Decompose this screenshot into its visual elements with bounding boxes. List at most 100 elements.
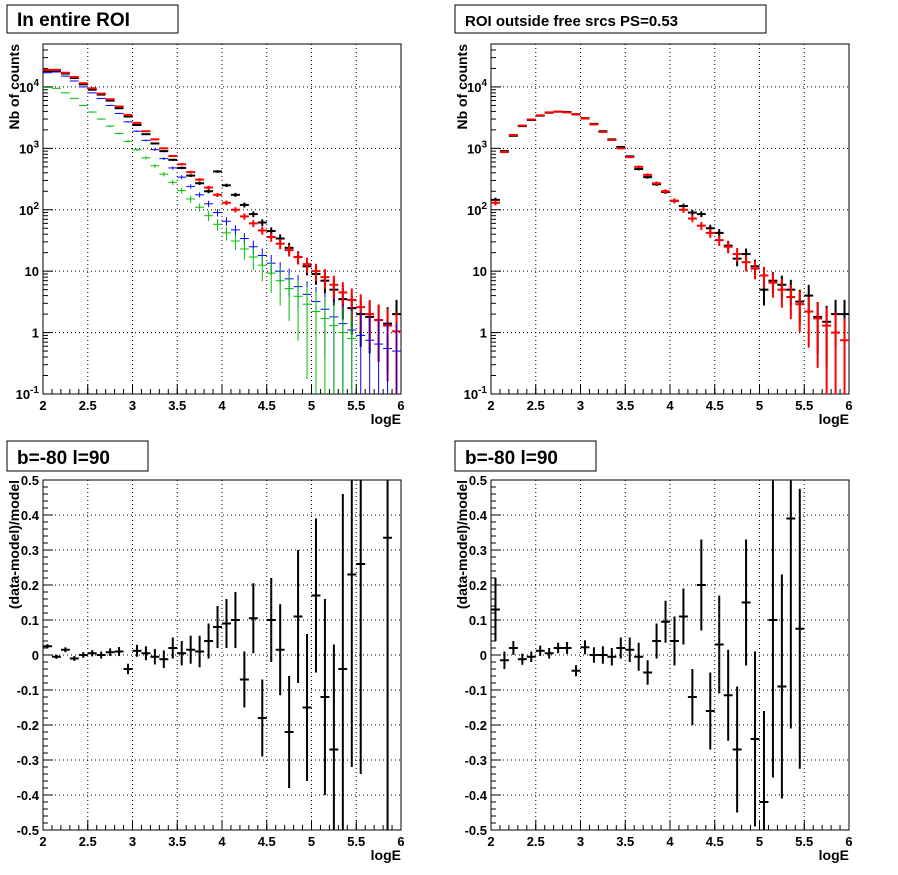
data-point	[562, 111, 572, 114]
data-point	[96, 651, 106, 659]
x-tick-label: 4.5	[706, 398, 724, 413]
data-point	[105, 98, 115, 101]
data-point	[795, 488, 805, 769]
x-tick-label: 2.5	[527, 834, 545, 849]
data-point	[598, 130, 608, 133]
y-tick-label: 103	[19, 139, 39, 156]
data-point	[302, 257, 312, 273]
data-point	[732, 686, 742, 813]
data-point	[132, 123, 142, 126]
data-point	[293, 550, 303, 683]
data-point	[266, 232, 276, 242]
data-point	[141, 139, 151, 142]
data-point	[302, 286, 312, 380]
data-point	[813, 302, 823, 368]
data-point	[499, 151, 509, 154]
data-point	[571, 113, 581, 116]
data-point	[544, 648, 554, 659]
data-point	[222, 217, 231, 226]
chart-title: ROI outside free srcs PS=0.53	[465, 13, 678, 30]
data-point	[69, 80, 79, 82]
x-tick-label: 3	[129, 398, 136, 413]
title-box	[6, 4, 179, 34]
data-point	[114, 646, 124, 657]
data-point	[768, 273, 778, 298]
data-point	[257, 226, 267, 235]
data-point	[777, 278, 787, 308]
data-point	[78, 83, 88, 86]
data-point	[150, 138, 160, 141]
data-point	[43, 86, 52, 88]
data-point	[311, 263, 321, 282]
data-point	[329, 275, 339, 299]
data-point	[696, 211, 706, 218]
grid	[491, 44, 849, 394]
data-point	[266, 261, 276, 293]
data-point	[625, 637, 635, 662]
data-point	[661, 600, 670, 643]
y-tick-label: 0.1	[469, 613, 487, 628]
x-tick-label: 2.5	[79, 398, 97, 413]
data-point	[222, 183, 231, 188]
series-0	[43, 69, 401, 374]
y-tick-label: 10	[25, 264, 39, 279]
y-tick-label: -0.2	[17, 718, 39, 733]
x-axis-title: logE	[371, 411, 401, 427]
x-tick-label: 4.5	[258, 834, 276, 849]
x-axis-title: logE	[819, 411, 849, 427]
y-tick-label: 0	[32, 648, 39, 663]
data-point	[51, 71, 61, 73]
y-tick-label: 1	[480, 326, 487, 341]
data-point	[625, 156, 635, 159]
data-point	[78, 104, 88, 107]
y-tick-label: -0.5	[17, 823, 39, 838]
x-tick-label: 5	[756, 834, 763, 849]
data-point	[687, 669, 697, 725]
data-point	[69, 656, 79, 661]
y-tick-label: -0.4	[17, 788, 40, 803]
data-point	[553, 110, 563, 113]
x-tick-label: 2	[487, 834, 494, 849]
data-point	[329, 644, 339, 830]
chart-title: In entire ROI	[17, 10, 130, 31]
data-point	[338, 494, 348, 830]
x-tick-label: 5.5	[795, 398, 813, 413]
data-point	[526, 118, 536, 121]
data-point	[204, 185, 214, 190]
data-point	[159, 157, 169, 160]
data-point	[840, 318, 849, 394]
data-point	[705, 672, 715, 750]
data-point	[616, 637, 626, 659]
data-point	[186, 174, 196, 178]
data-point	[123, 115, 133, 118]
data-point	[195, 203, 205, 212]
data-point	[114, 105, 124, 108]
data-point	[186, 184, 196, 189]
series-0	[43, 480, 393, 830]
data-point	[204, 623, 214, 659]
data-point	[87, 650, 97, 657]
data-point	[696, 539, 706, 631]
data-point	[750, 651, 760, 827]
data-point	[60, 647, 70, 653]
title-box	[6, 440, 149, 472]
data-point	[132, 148, 142, 152]
data-point	[383, 480, 393, 830]
data-point	[141, 133, 151, 136]
data-point	[562, 642, 572, 654]
data-point	[159, 650, 169, 668]
data-point	[239, 241, 249, 260]
grid	[491, 480, 849, 830]
data-point	[96, 92, 106, 95]
data-point	[598, 646, 608, 664]
data-point	[508, 133, 518, 136]
data-point	[248, 220, 258, 228]
data-point	[114, 107, 124, 110]
data-point	[365, 315, 375, 394]
y-tick-label: 0.4	[469, 508, 488, 523]
data-point	[634, 165, 644, 169]
data-point	[311, 518, 321, 673]
data-point	[150, 649, 160, 665]
data-point	[750, 260, 760, 280]
data-point	[168, 179, 178, 185]
